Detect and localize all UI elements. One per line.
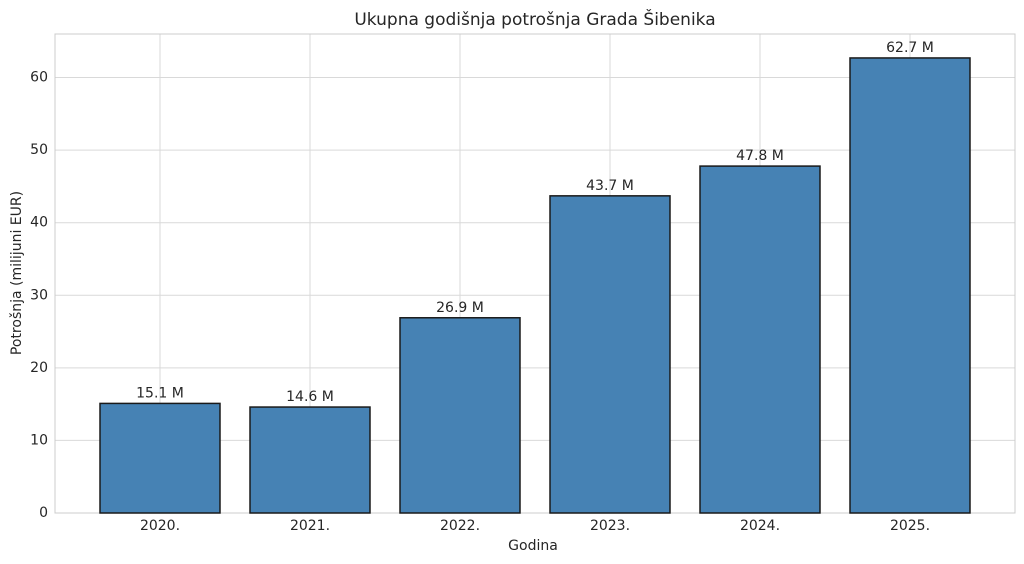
x-tick-label: 2023.	[590, 518, 630, 534]
value-label: 47.8 M	[736, 148, 784, 164]
y-axis-label: Potrošnja (milijuni EUR)	[9, 191, 25, 355]
x-tick-label: 2020.	[140, 518, 180, 534]
y-tick-label: 60	[30, 70, 48, 86]
bar	[249, 406, 371, 514]
value-label: 26.9 M	[436, 300, 484, 316]
bar	[99, 402, 221, 514]
x-tick-label: 2025.	[890, 518, 930, 534]
x-tick-label: 2022.	[440, 518, 480, 534]
y-tick-label: 20	[30, 360, 48, 376]
bar	[399, 317, 521, 514]
value-label: 43.7 M	[586, 178, 634, 194]
bar	[849, 57, 971, 514]
y-tick-label: 0	[39, 505, 48, 521]
bar	[699, 165, 821, 514]
bar	[549, 195, 671, 514]
value-label: 62.7 M	[886, 40, 934, 56]
y-tick-label: 40	[30, 215, 48, 231]
chart-title: Ukupna godišnja potrošnja Grada Šibenika	[354, 8, 715, 30]
value-label: 15.1 M	[136, 385, 184, 401]
y-tick-label: 50	[30, 142, 48, 158]
x-tick-label: 2021.	[290, 518, 330, 534]
plot-frame	[54, 33, 1016, 514]
value-label: 14.6 M	[286, 389, 334, 405]
x-tick-label: 2024.	[740, 518, 780, 534]
y-tick-label: 30	[30, 287, 48, 303]
x-axis-label: Godina	[508, 538, 558, 554]
y-tick-label: 10	[30, 432, 48, 448]
